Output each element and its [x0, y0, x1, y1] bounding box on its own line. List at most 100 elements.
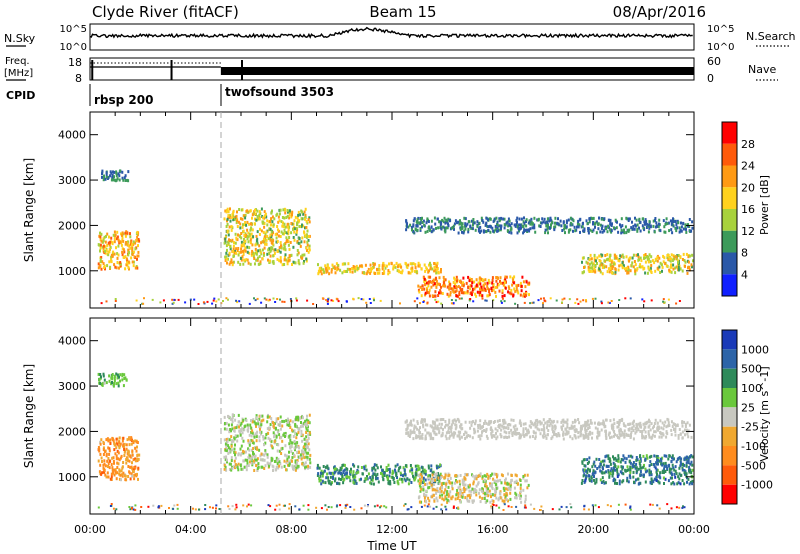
velocity-cell: [274, 468, 277, 472]
power-cell: [455, 294, 458, 298]
power-cell: [444, 226, 447, 230]
power-cell: [427, 220, 430, 223]
power-cell: [589, 228, 592, 232]
power-cell: [301, 210, 304, 214]
power-cell: [687, 260, 690, 264]
velocity-cell: [117, 451, 120, 455]
velocity-cell: [658, 435, 661, 439]
power-cell: [111, 241, 114, 245]
velocity-cell: [107, 475, 110, 479]
power-cell: [131, 242, 134, 246]
power-cell: [393, 264, 396, 268]
velocity-cell: [240, 421, 243, 425]
power-cell: [307, 250, 310, 254]
velocity-cell: [437, 490, 440, 493]
velocity-cell: [631, 455, 634, 459]
velocity-cell: [617, 459, 620, 463]
velocity-cell: [118, 472, 121, 476]
power-cell: [100, 302, 103, 305]
velocity-cell: [668, 424, 671, 427]
power-cell: [330, 299, 333, 302]
power-cell: [346, 267, 349, 271]
power-cell: [121, 170, 124, 174]
velocity-cell: [125, 378, 128, 382]
velocity-cell: [300, 432, 303, 436]
velocity-cell: [281, 439, 284, 443]
velocity-cell: [422, 476, 425, 480]
power-cell: [409, 262, 412, 266]
power-cell: [501, 289, 504, 293]
velocity-cell: [511, 432, 514, 435]
velocity-cell: [630, 430, 633, 434]
power-cell: [424, 293, 427, 297]
velocity-cell: [567, 430, 570, 434]
nave-label: Nave: [748, 63, 776, 76]
power-cell: [604, 254, 607, 257]
velocity-cell: [125, 458, 128, 462]
power-cell: [542, 302, 544, 305]
velocity-cell: [465, 487, 468, 491]
power-cell: [98, 234, 101, 238]
velocity-cell: [237, 452, 240, 456]
power-cell: [226, 222, 229, 226]
power-cell: [634, 263, 637, 267]
velocity-cell: [587, 419, 589, 423]
velocity-cell: [301, 462, 304, 466]
power-cell: [646, 255, 649, 258]
power-cell: [231, 213, 234, 217]
velocity-cell: [600, 481, 603, 484]
power-cell: [286, 231, 289, 235]
velocity-cell: [505, 426, 507, 430]
power-cell: [443, 281, 446, 284]
power-cell: [644, 256, 647, 260]
power-cell: [212, 299, 215, 302]
power-cell: [288, 225, 291, 229]
power-cell: [287, 259, 290, 263]
velocity-cell: [645, 454, 648, 458]
velocity-cell: [500, 473, 503, 477]
velocity-cell: [226, 440, 229, 444]
velocity-cell: [519, 496, 522, 500]
velocity-cell: [445, 497, 448, 501]
velocity-cell: [536, 420, 539, 424]
power-cell: [273, 251, 276, 255]
velocity-cell: [505, 492, 508, 496]
velocity-cell: [408, 435, 411, 438]
power-cell: [469, 279, 472, 283]
power-cell: [591, 263, 594, 267]
velocity-cell: [257, 462, 260, 466]
power-cell: [332, 266, 335, 270]
velocity-cell: [577, 418, 580, 421]
velocity-cell: [340, 471, 343, 475]
power-cell: [291, 263, 293, 266]
power-cell: [600, 227, 603, 231]
freq-tick-bottom: 8: [75, 72, 82, 85]
power-cell: [406, 222, 408, 226]
power-cell: [646, 223, 649, 227]
power-cell: [512, 278, 515, 282]
power-cell: [105, 234, 107, 238]
velocity-cell: [451, 419, 454, 423]
power-cell: [636, 267, 639, 271]
velocity-cell: [294, 460, 297, 464]
velocity-cell: [462, 493, 465, 497]
power-cell: [625, 216, 628, 220]
velocity-cell: [454, 497, 457, 501]
power-cell: [462, 231, 465, 235]
power-cell: [674, 271, 677, 275]
velocity-cell: [448, 425, 451, 429]
velocity-cell: [592, 462, 595, 466]
power-cell: [111, 175, 114, 179]
velocity-cell: [107, 446, 110, 450]
velocity-cell: [442, 418, 445, 421]
velocity-cell: [479, 426, 482, 430]
power-cell: [629, 269, 632, 273]
power-cell: [606, 230, 609, 234]
power-cell: [599, 223, 602, 227]
velocity-cell: [587, 432, 590, 436]
velocity-cell: [436, 487, 439, 490]
power-cell: [131, 249, 134, 253]
power-cell: [226, 261, 228, 265]
velocity-cell: [659, 419, 662, 423]
power-cell: [102, 247, 105, 251]
